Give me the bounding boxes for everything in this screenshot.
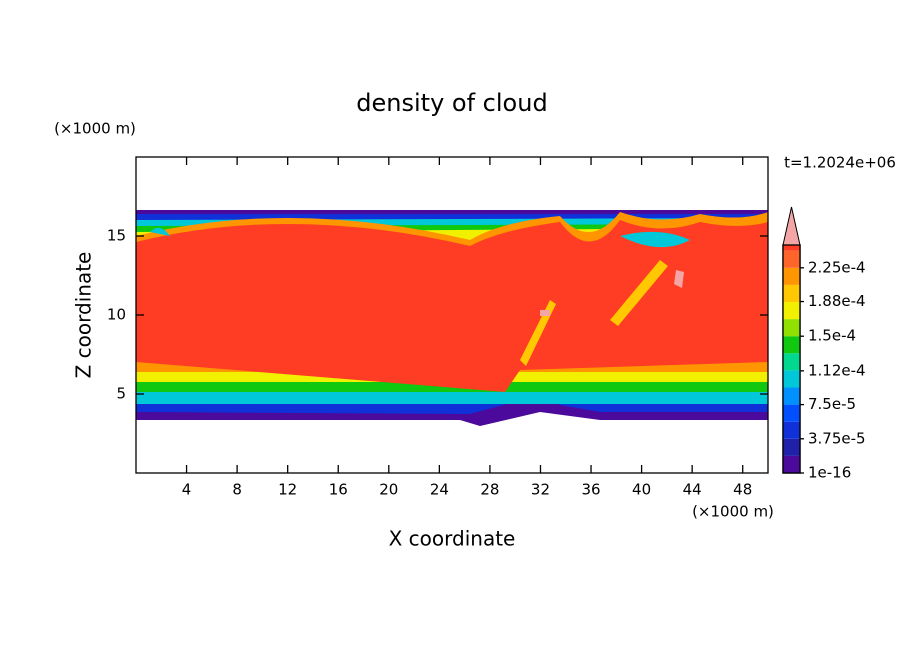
x-unit: (×1000 m) [692, 503, 774, 521]
y-tick-label: 5 [116, 385, 126, 403]
colorbar-tick-label: 1.5e-4 [808, 327, 856, 345]
colorbar-band [783, 302, 800, 320]
x-tick-label: 40 [632, 481, 651, 499]
colorbar-extend [782, 206, 801, 246]
y-tick-label: 15 [107, 227, 126, 245]
x-tick-label: 44 [683, 481, 702, 499]
y-tick-label: 10 [107, 306, 126, 324]
contour-field [136, 210, 768, 426]
y-unit: (×1000 m) [54, 120, 136, 138]
colorbar-band [783, 421, 800, 439]
colorbar-band [783, 353, 800, 371]
x-tick-label: 24 [430, 481, 449, 499]
colorbar-band [783, 319, 800, 337]
colorbar-band [783, 250, 800, 268]
colorbar-band [783, 438, 800, 456]
colorbar-tick-label: 1.12e-4 [808, 361, 866, 379]
x-tick-label: 36 [581, 481, 600, 499]
time-label: t=1.2024e+06 [784, 154, 896, 172]
colorbar-band [783, 245, 800, 251]
colorbar-tick-label: 1.88e-4 [808, 292, 866, 310]
colorbar-band [783, 387, 800, 405]
x-tick-label: 16 [329, 481, 348, 499]
colorbar-band [783, 336, 800, 354]
x-tick-label: 8 [232, 481, 242, 499]
x-tick-label: 32 [531, 481, 550, 499]
x-tick-label: 48 [733, 481, 752, 499]
colorbar-tick-label: 7.5e-5 [808, 395, 856, 413]
colorbar-band [783, 455, 800, 473]
colorbar-band [783, 370, 800, 388]
colorbar-band [783, 284, 800, 302]
x-tick-label: 20 [379, 481, 398, 499]
colorbar-tick-label: 2.25e-4 [808, 258, 866, 276]
y-axis-label: Z coordinate [72, 252, 96, 379]
colorbar-band [783, 267, 800, 285]
x-tick-label: 28 [480, 481, 499, 499]
x-tick-label: 4 [182, 481, 192, 499]
x-tick-label: 12 [278, 481, 297, 499]
colorbar-frame [782, 244, 801, 474]
colorbar-tick-label: 1e-16 [808, 464, 851, 482]
chart-title: density of cloud [356, 89, 547, 117]
colorbar-tick-label: 3.75e-5 [808, 429, 866, 447]
x-axis-label: X coordinate [389, 527, 516, 551]
colorbar-band [783, 404, 800, 422]
